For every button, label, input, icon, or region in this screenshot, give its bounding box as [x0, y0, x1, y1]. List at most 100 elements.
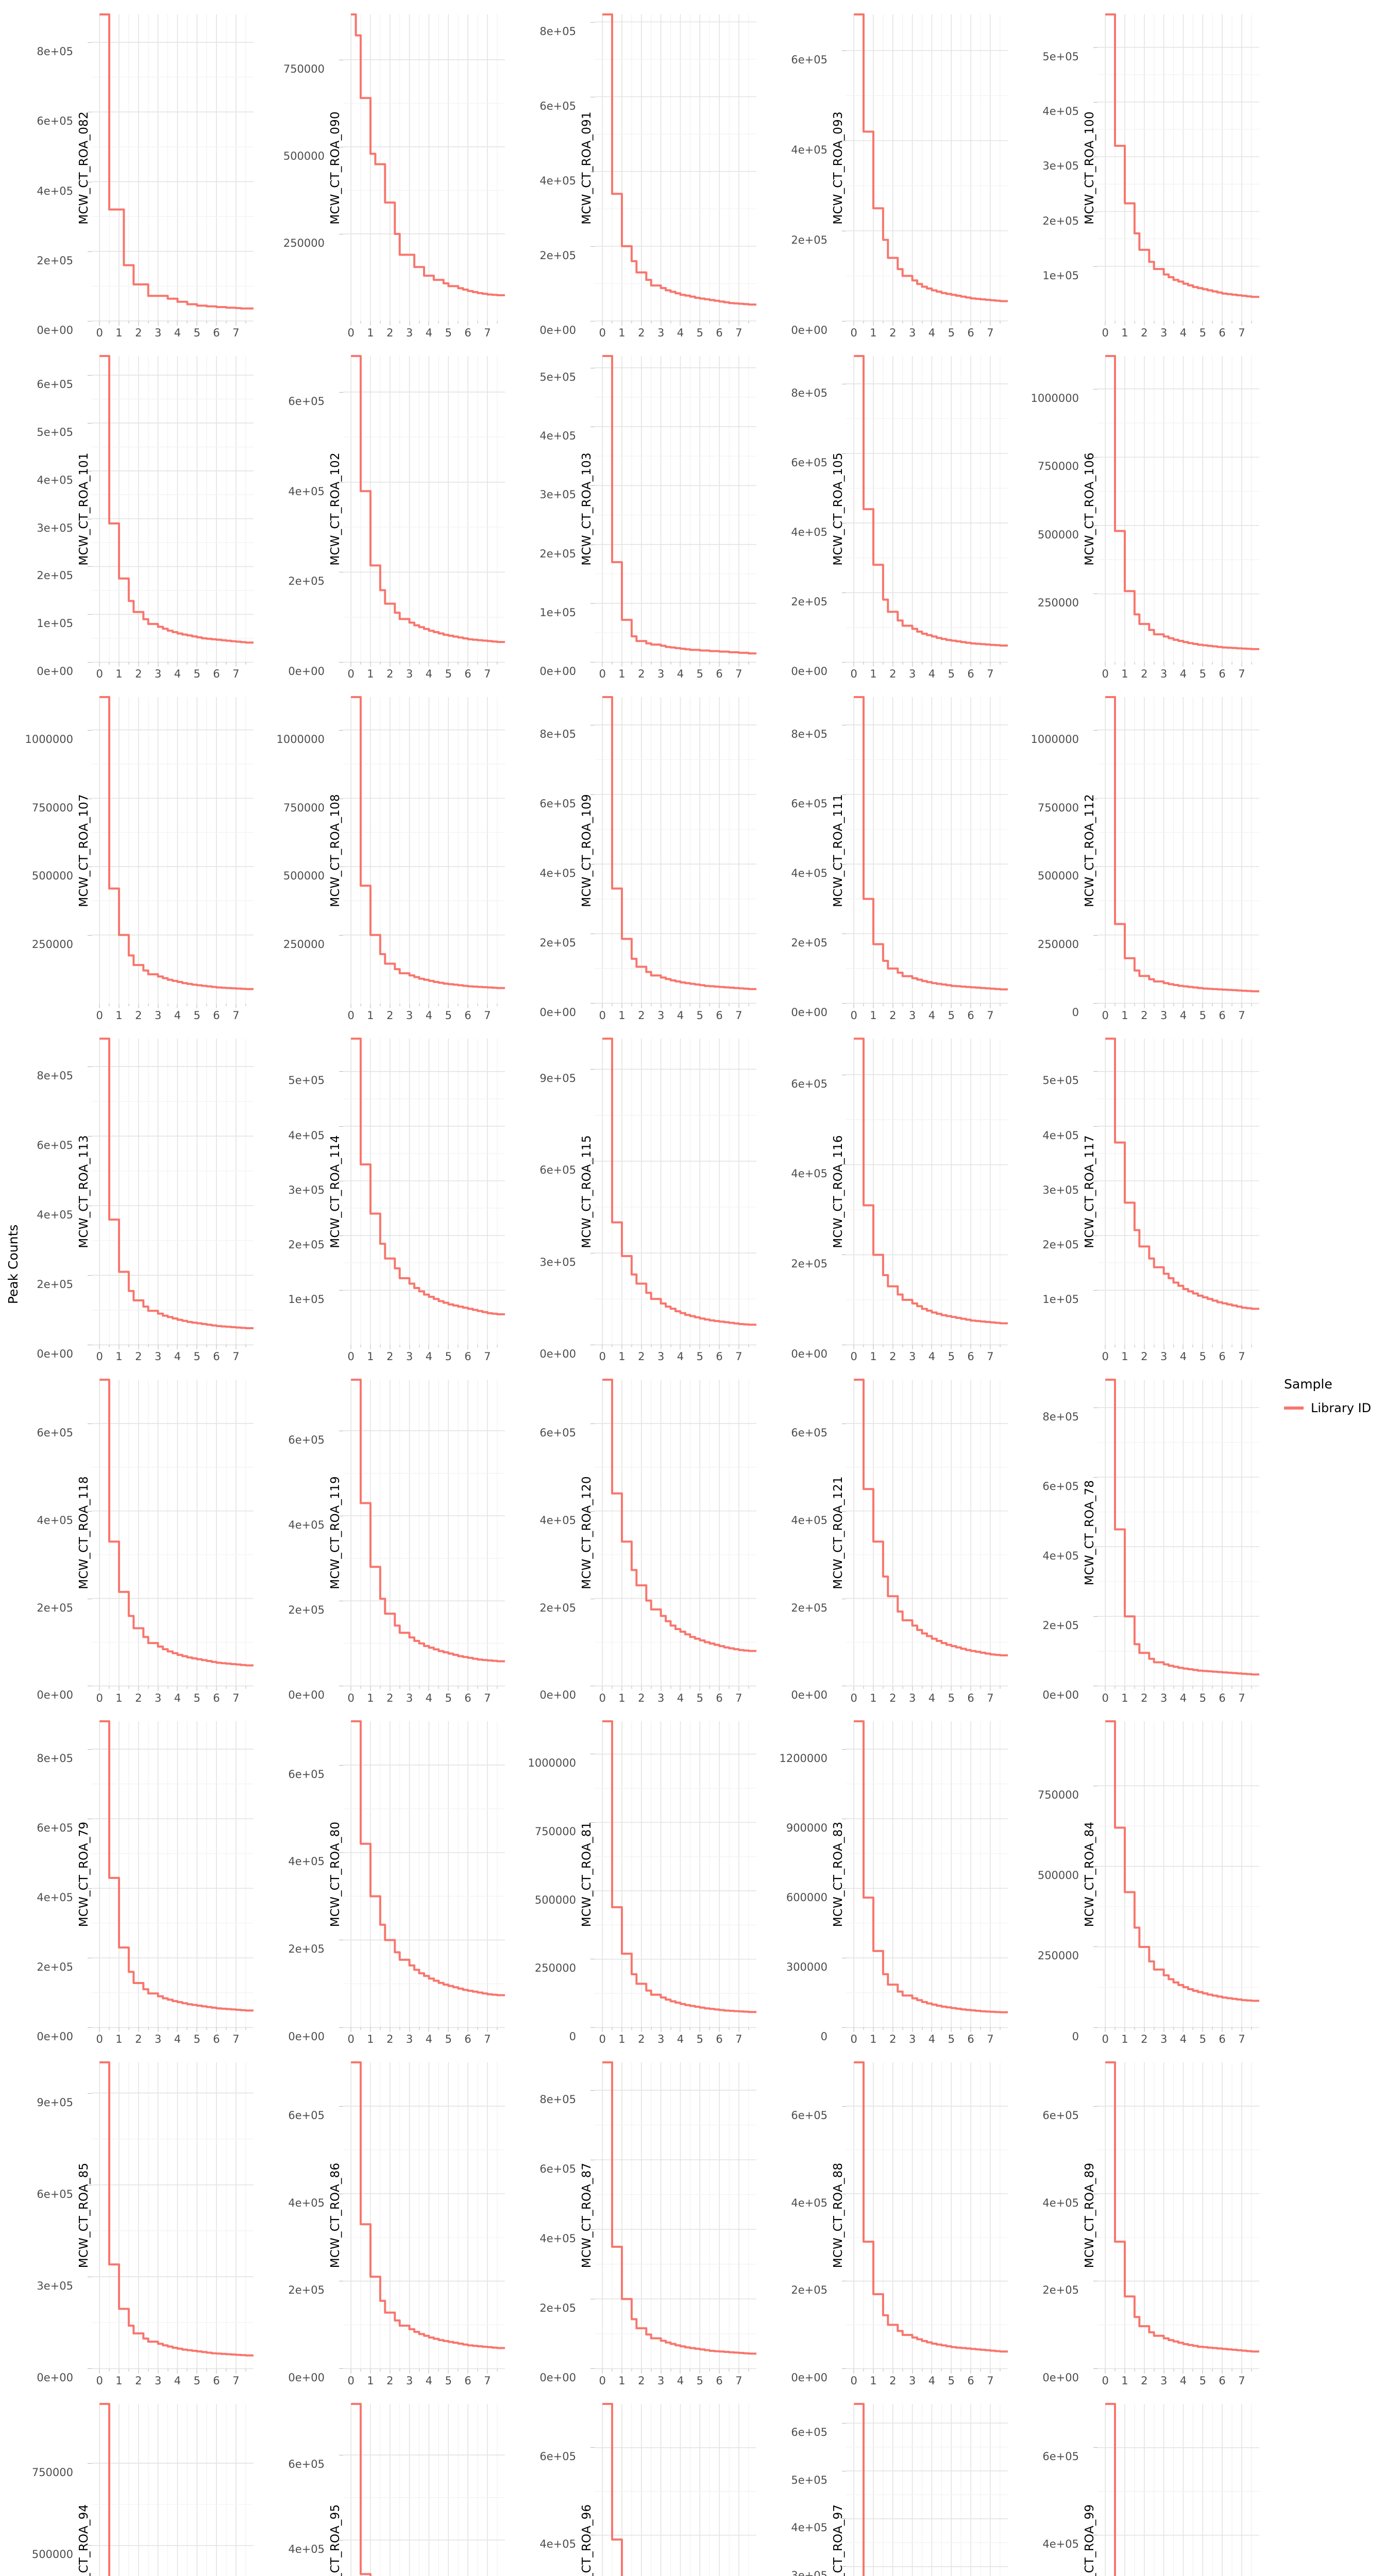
x-tick-mark [458, 321, 459, 324]
x-tick-label: 4 [677, 2374, 684, 2387]
facet-panel: 0e+00 2e+05 4e+05 6e+05 8e+05 MCW_CT_ROA_109 0… [518, 688, 770, 1029]
plot-area [842, 356, 1008, 663]
x-tick-label: 0 [347, 1350, 354, 1363]
y-tick-label: 2e+05 [791, 2284, 827, 2297]
x-tick-mark [399, 1686, 400, 1689]
x-tick-label: 7 [1238, 1009, 1245, 1022]
x-tick-label: 3 [657, 2033, 665, 2046]
x-tick-label: 4 [1179, 2374, 1187, 2387]
x-tick-mark [1222, 1686, 1223, 1691]
y-tick-mark [88, 2093, 92, 2094]
y-tick-mark [339, 1126, 343, 1127]
facet-panel: 0e+00 2e+05 4e+05 6e+05 MCW_CT_ROA_102 0 1 2 3 4 5… [267, 347, 518, 688]
y-tick-label: 3e+05 [791, 2569, 827, 2576]
x-tick-label: 6 [464, 2033, 471, 2046]
y-axis-ticks: 0e+00 2e+05 4e+05 6e+05 [267, 356, 328, 677]
x-tick-label: 4 [928, 1691, 936, 1704]
x-tick-mark [399, 2027, 400, 2030]
x-tick-mark [1105, 1003, 1106, 1008]
x-tick-label: 3 [908, 1009, 916, 1022]
facet-panel: 0e+00 2e+05 4e+05 6e+05 8e+05 MCW_CT_ROA_111 0… [770, 688, 1021, 1029]
x-tick-label: 7 [735, 1350, 742, 1363]
y-axis-ticks: 1e+05 2e+05 3e+05 4e+05 5e+05 [1021, 1039, 1082, 1345]
y-tick-label: 4e+05 [37, 473, 73, 486]
facet-strip-label: MCW_CT_ROA_116 [832, 1135, 845, 1248]
x-tick-label: 1 [115, 1009, 123, 1022]
y-tick-label: 6e+05 [791, 2426, 827, 2438]
x-tick-mark [458, 1345, 459, 1348]
y-tick-label: 2e+05 [791, 937, 827, 950]
x-tick-mark [729, 1345, 730, 1348]
x-tick-label: 2 [386, 327, 394, 339]
facet-panel: 0e+00 2e+05 4e+05 6e+05 8e+05 MCW_CT_ROA_105 0… [770, 347, 1021, 688]
x-tick-mark [738, 1686, 739, 1691]
y-axis-ticks: 0e+00 3e+05 6e+05 9e+05 [15, 2062, 76, 2384]
plot-svg [343, 1721, 505, 2028]
x-tick-label: 1 [870, 2374, 877, 2387]
y-tick-mark [1093, 1616, 1097, 1617]
x-tick-mark [128, 2368, 129, 2371]
x-tick-label: 4 [1179, 2033, 1187, 2046]
x-tick-label: 3 [406, 1691, 413, 1704]
y-tick-label: 500000 [1037, 528, 1079, 541]
y-tick-label: 750000 [1037, 1788, 1079, 1801]
x-tick-label: 4 [1179, 1691, 1187, 1704]
x-tick-mark [109, 1345, 110, 1348]
x-tick-mark [235, 2368, 237, 2374]
y-tick-label: 4e+05 [539, 1514, 576, 1527]
x-tick-mark [1163, 1003, 1164, 1008]
x-tick-mark [1251, 662, 1252, 665]
x-tick-mark [128, 662, 129, 665]
facet-panel: 0 250000 500000 750000 MCW_CT_ROA_84 0 1 2 3 4 5 6 7 [1021, 1712, 1273, 2053]
facet-strip-label: MCW_CT_ROA_121 [832, 1476, 845, 1590]
y-tick-mark [339, 1071, 343, 1072]
x-tick-label: 3 [908, 2374, 916, 2387]
y-tick-label: 5e+05 [791, 2473, 827, 2486]
x-tick-label: 1 [1121, 1009, 1128, 1022]
x-tick-mark [1251, 1003, 1252, 1006]
x-tick-label: 1 [115, 327, 123, 339]
x-tick-mark [1241, 662, 1242, 667]
x-tick-mark [912, 1003, 913, 1008]
y-tick-label: 3e+05 [1042, 160, 1079, 173]
x-tick-label: 2 [135, 1350, 142, 1363]
x-tick-mark [631, 2027, 632, 2030]
x-tick-label: 3 [154, 668, 162, 681]
legend-item-library-id[interactable]: Library ID [1284, 1401, 1382, 1415]
y-tick-mark [1093, 1477, 1097, 1478]
x-tick-mark [1173, 2368, 1174, 2371]
y-tick-label: 2e+05 [1042, 1238, 1079, 1251]
x-tick-label: 3 [154, 2374, 162, 2387]
x-tick-label: 4 [425, 1350, 433, 1363]
y-tick-label: 1000000 [276, 733, 325, 746]
y-tick-label: 250000 [534, 1962, 576, 1975]
x-tick-mark [109, 321, 110, 324]
y-tick-label: 1000000 [1031, 733, 1079, 746]
x-tick-label: 3 [1160, 2033, 1168, 2046]
plot-area [590, 1721, 756, 2028]
y-tick-mark [590, 662, 595, 663]
x-tick-label: 4 [425, 1009, 433, 1022]
y-tick-label: 6e+05 [288, 2109, 325, 2122]
plot-svg [595, 14, 756, 321]
x-tick-label: 2 [135, 327, 142, 339]
facet-panel: 0e+00 2e+05 4e+05 6e+05 MCW_CT_ROA_80 0 1 2 3 4 5 6… [267, 1712, 518, 2053]
facet-panel: 1e+05 2e+05 3e+05 4e+05 5e+05 MCW_CT_ROA_114 0… [267, 1029, 518, 1370]
x-tick-mark [621, 1003, 622, 1008]
x-tick-label: 2 [889, 1691, 897, 1704]
x-tick-label: 6 [1219, 2033, 1226, 2046]
x-tick-mark [128, 1003, 129, 1006]
plot-svg [595, 356, 756, 663]
x-tick-mark [680, 1003, 681, 1008]
y-tick-mark [339, 1765, 343, 1766]
x-tick-label: 6 [464, 1009, 471, 1022]
x-tick-mark [409, 321, 410, 326]
facet-strip: MCW_CT_ROA_88 [831, 2062, 846, 2368]
